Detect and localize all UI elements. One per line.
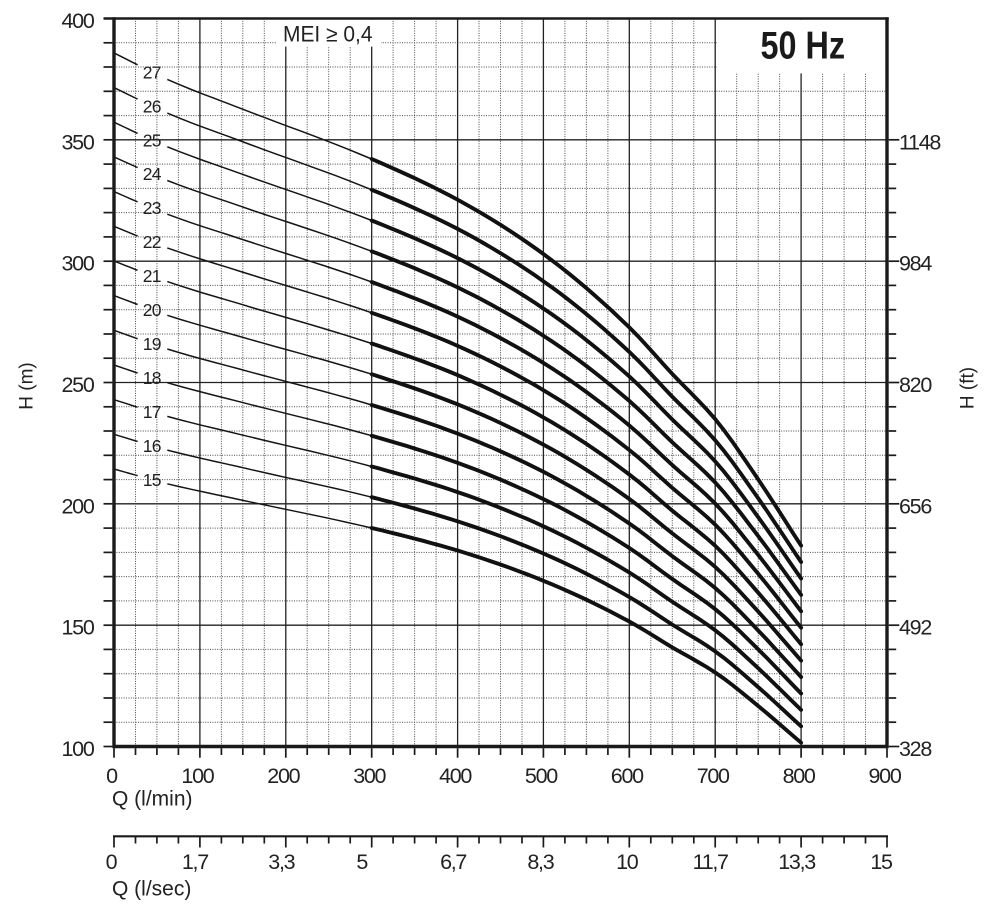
svg-text:700: 700 bbox=[697, 764, 730, 788]
svg-text:200: 200 bbox=[62, 494, 95, 518]
svg-text:26: 26 bbox=[143, 96, 161, 116]
svg-text:984: 984 bbox=[899, 252, 932, 276]
svg-text:11,7: 11,7 bbox=[693, 850, 728, 874]
svg-text:19: 19 bbox=[143, 334, 161, 354]
svg-text:200: 200 bbox=[267, 764, 300, 788]
svg-text:0: 0 bbox=[106, 850, 118, 874]
svg-text:300: 300 bbox=[353, 764, 386, 788]
svg-text:8,3: 8,3 bbox=[527, 850, 554, 874]
svg-text:13,3: 13,3 bbox=[778, 850, 816, 874]
svg-text:400: 400 bbox=[62, 9, 95, 33]
svg-text:328: 328 bbox=[899, 737, 932, 761]
svg-text:27: 27 bbox=[143, 62, 161, 82]
svg-text:600: 600 bbox=[611, 764, 644, 788]
svg-text:H (ft): H (ft) bbox=[958, 367, 979, 409]
svg-text:656: 656 bbox=[899, 494, 932, 518]
svg-text:900: 900 bbox=[869, 764, 902, 788]
svg-text:24: 24 bbox=[143, 164, 162, 184]
svg-text:Q (l/min): Q (l/min) bbox=[112, 788, 193, 811]
svg-text:0: 0 bbox=[106, 764, 118, 788]
svg-text:H (m): H (m) bbox=[17, 362, 38, 409]
svg-text:100: 100 bbox=[181, 764, 214, 788]
svg-text:800: 800 bbox=[783, 764, 816, 788]
svg-text:20: 20 bbox=[143, 300, 162, 320]
svg-text:Q (l/sec): Q (l/sec) bbox=[112, 878, 191, 901]
svg-text:23: 23 bbox=[143, 198, 161, 218]
svg-text:500: 500 bbox=[525, 764, 558, 788]
svg-text:MEI ≥ 0,4: MEI ≥ 0,4 bbox=[283, 22, 373, 47]
svg-text:1148: 1148 bbox=[899, 130, 941, 154]
svg-text:350: 350 bbox=[62, 130, 95, 154]
svg-text:3,3: 3,3 bbox=[268, 850, 295, 874]
svg-text:100: 100 bbox=[62, 737, 95, 761]
svg-text:400: 400 bbox=[439, 764, 472, 788]
svg-text:1,7: 1,7 bbox=[182, 850, 208, 874]
svg-text:300: 300 bbox=[62, 252, 95, 276]
svg-text:492: 492 bbox=[899, 616, 931, 640]
svg-text:10: 10 bbox=[616, 850, 639, 874]
svg-text:15: 15 bbox=[870, 850, 893, 874]
svg-text:25: 25 bbox=[143, 130, 161, 150]
svg-text:50 Hz: 50 Hz bbox=[761, 25, 846, 68]
svg-text:16: 16 bbox=[143, 436, 161, 456]
svg-text:18: 18 bbox=[143, 368, 161, 388]
svg-text:17: 17 bbox=[143, 402, 161, 422]
svg-text:6,7: 6,7 bbox=[440, 850, 466, 874]
svg-text:820: 820 bbox=[899, 373, 932, 397]
svg-text:15: 15 bbox=[143, 470, 161, 490]
svg-text:22: 22 bbox=[143, 232, 161, 252]
svg-text:21: 21 bbox=[143, 266, 161, 286]
svg-text:150: 150 bbox=[62, 616, 95, 640]
svg-text:5: 5 bbox=[356, 850, 368, 874]
svg-text:250: 250 bbox=[62, 373, 95, 397]
